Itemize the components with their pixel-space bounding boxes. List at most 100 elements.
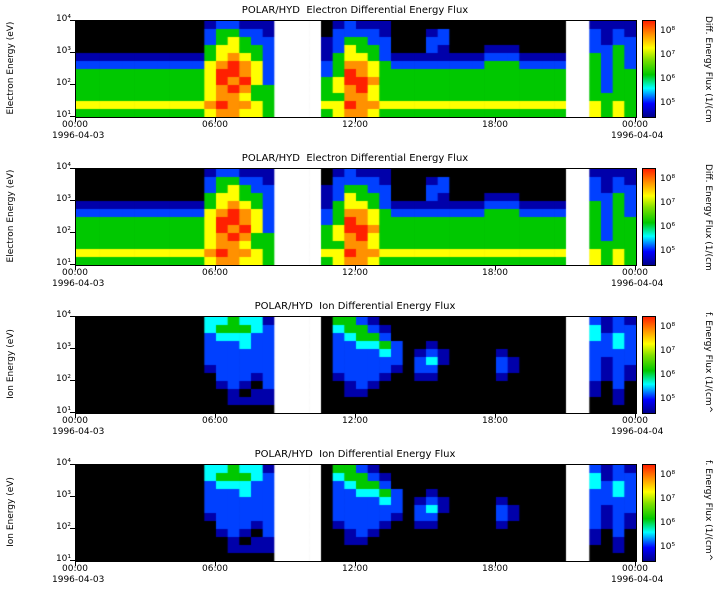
x-tick-mark — [495, 266, 496, 270]
colorbar-tick-label: 10⁷ — [660, 198, 676, 208]
spectrogram-panel: POLAR/HYD Ion Differential Energy Flux I… — [0, 296, 722, 444]
y-tick-mark — [70, 20, 75, 21]
x-tick-label: 00:00 — [622, 564, 648, 574]
x-tick-label: 00:00 — [622, 268, 648, 278]
y-tick-mark — [70, 200, 75, 201]
y-tick-mark — [70, 116, 75, 117]
colorbar-tick-label: 10⁶ — [660, 74, 676, 84]
y-tick-label: 10⁴ — [55, 310, 71, 320]
date-start-label: 1996-04-03 — [52, 575, 105, 585]
y-tick-label: 10² — [55, 226, 71, 236]
panel-title: POLAR/HYD Electron Differential Energy F… — [241, 153, 469, 164]
x-tick-label: 06:00 — [202, 120, 228, 130]
y-tick-mark — [70, 348, 75, 349]
y-tick-mark — [70, 84, 75, 85]
spectrogram-panel: POLAR/HYD Ion Differential Energy Flux I… — [0, 444, 722, 592]
colorbar-tick-label: 10⁸ — [660, 322, 676, 332]
x-tick-mark — [635, 118, 636, 122]
y-tick-label: 10² — [55, 78, 71, 88]
x-tick-mark — [75, 414, 76, 418]
colorbar-tick-label: 10⁷ — [660, 50, 676, 60]
colorbar-label: Diff. Energy Flux (1/(cm — [703, 164, 713, 271]
y-tick-label: 10³ — [55, 46, 71, 56]
x-tick-mark — [75, 118, 76, 122]
x-tick-mark — [495, 414, 496, 418]
date-start-label: 1996-04-03 — [52, 131, 105, 141]
x-tick-label: 12:00 — [342, 120, 368, 130]
y-tick-mark — [70, 412, 75, 413]
y-tick-label: 10¹ — [55, 406, 71, 416]
x-tick-label: 12:00 — [342, 268, 368, 278]
y-tick-label: 10⁴ — [55, 458, 71, 468]
x-tick-label: 00:00 — [62, 268, 88, 278]
colorbar-label: f. Energy Flux (1/(cm^ — [703, 312, 713, 414]
x-tick-mark — [355, 266, 356, 270]
y-tick-label: 10¹ — [55, 258, 71, 268]
colorbar-tick-label: 10⁵ — [660, 542, 676, 552]
y-tick-label: 10² — [55, 522, 71, 532]
x-tick-mark — [635, 266, 636, 270]
y-tick-label: 10³ — [55, 490, 71, 500]
colorbar-label: Diff. Energy Flux (1/(cm — [703, 16, 713, 123]
x-tick-label: 00:00 — [62, 564, 88, 574]
date-end-label: 1996-04-04 — [611, 279, 664, 289]
y-tick-label: 10³ — [55, 342, 71, 352]
x-tick-mark — [75, 562, 76, 566]
date-end-label: 1996-04-04 — [611, 131, 664, 141]
y-tick-label: 10¹ — [55, 110, 71, 120]
panel-title: POLAR/HYD Ion Differential Energy Flux — [254, 449, 456, 460]
x-tick-label: 18:00 — [482, 564, 508, 574]
colorbar-tick-label: 10⁵ — [660, 98, 676, 108]
y-axis-label: Electron Energy (eV) — [6, 21, 16, 115]
x-tick-mark — [215, 118, 216, 122]
y-tick-mark — [70, 264, 75, 265]
spectrogram-panel: POLAR/HYD Electron Differential Energy F… — [0, 148, 722, 296]
colorbar-tick-label: 10⁸ — [660, 26, 676, 36]
y-axis-label: Ion Energy (eV) — [6, 477, 16, 547]
x-tick-mark — [215, 414, 216, 418]
spectrogram-canvas — [75, 168, 637, 266]
x-tick-label: 12:00 — [342, 564, 368, 574]
y-axis-label: Electron Energy (eV) — [6, 169, 16, 263]
x-tick-mark — [495, 118, 496, 122]
x-tick-mark — [215, 266, 216, 270]
panel-title: POLAR/HYD Electron Differential Energy F… — [241, 5, 469, 16]
x-tick-mark — [635, 414, 636, 418]
colorbar-tick-label: 10⁷ — [660, 494, 676, 504]
y-tick-label: 10¹ — [55, 554, 71, 564]
y-tick-mark — [70, 380, 75, 381]
spectrogram-canvas — [75, 464, 637, 562]
colorbar — [642, 168, 656, 266]
x-tick-mark — [495, 562, 496, 566]
colorbar-tick-label: 10⁶ — [660, 222, 676, 232]
colorbar-tick-label: 10⁸ — [660, 470, 676, 480]
x-tick-label: 00:00 — [622, 120, 648, 130]
x-tick-label: 00:00 — [62, 416, 88, 426]
x-tick-mark — [355, 118, 356, 122]
spectrogram-panel: POLAR/HYD Electron Differential Energy F… — [0, 0, 722, 148]
colorbar-tick-label: 10⁵ — [660, 246, 676, 256]
y-tick-mark — [70, 496, 75, 497]
y-tick-mark — [70, 464, 75, 465]
y-tick-mark — [70, 232, 75, 233]
x-tick-label: 00:00 — [622, 416, 648, 426]
colorbar-tick-label: 10⁷ — [660, 346, 676, 356]
colorbar-tick-label: 10⁵ — [660, 394, 676, 404]
colorbar-label: f. Energy Flux (1/(cm^ — [703, 460, 713, 562]
x-tick-mark — [75, 266, 76, 270]
x-tick-label: 00:00 — [62, 120, 88, 130]
colorbar — [642, 464, 656, 562]
y-axis-label: Ion Energy (eV) — [6, 329, 16, 399]
y-tick-mark — [70, 528, 75, 529]
colorbar-tick-label: 10⁶ — [660, 518, 676, 528]
x-tick-label: 06:00 — [202, 416, 228, 426]
spectrogram-canvas — [75, 316, 637, 414]
x-tick-mark — [355, 562, 356, 566]
x-tick-label: 06:00 — [202, 268, 228, 278]
colorbar-tick-label: 10⁸ — [660, 174, 676, 184]
y-tick-mark — [70, 52, 75, 53]
date-end-label: 1996-04-04 — [611, 427, 664, 437]
date-end-label: 1996-04-04 — [611, 575, 664, 585]
x-tick-label: 18:00 — [482, 120, 508, 130]
